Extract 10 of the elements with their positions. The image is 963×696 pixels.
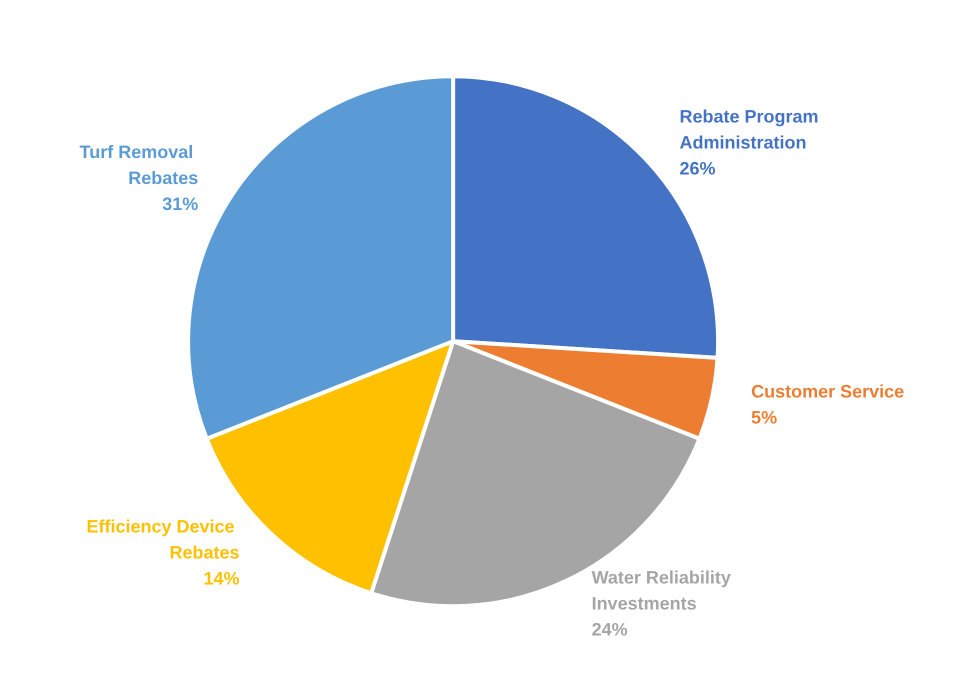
data-label: 5%	[751, 407, 778, 428]
data-label: 14%	[204, 568, 240, 589]
slice-label: Rebate Program Administration	[679, 106, 824, 153]
data-label: 24%	[592, 620, 628, 640]
data-label: 31%	[162, 194, 198, 214]
slice-label: Efficiency Device Rebates	[86, 516, 240, 563]
slice-label: Turf Removal Rebates	[80, 142, 198, 188]
slice-label: Water Reliability Investments	[592, 568, 736, 614]
data-label: 26%	[679, 158, 716, 179]
slice-label: Customer Service	[751, 381, 904, 402]
